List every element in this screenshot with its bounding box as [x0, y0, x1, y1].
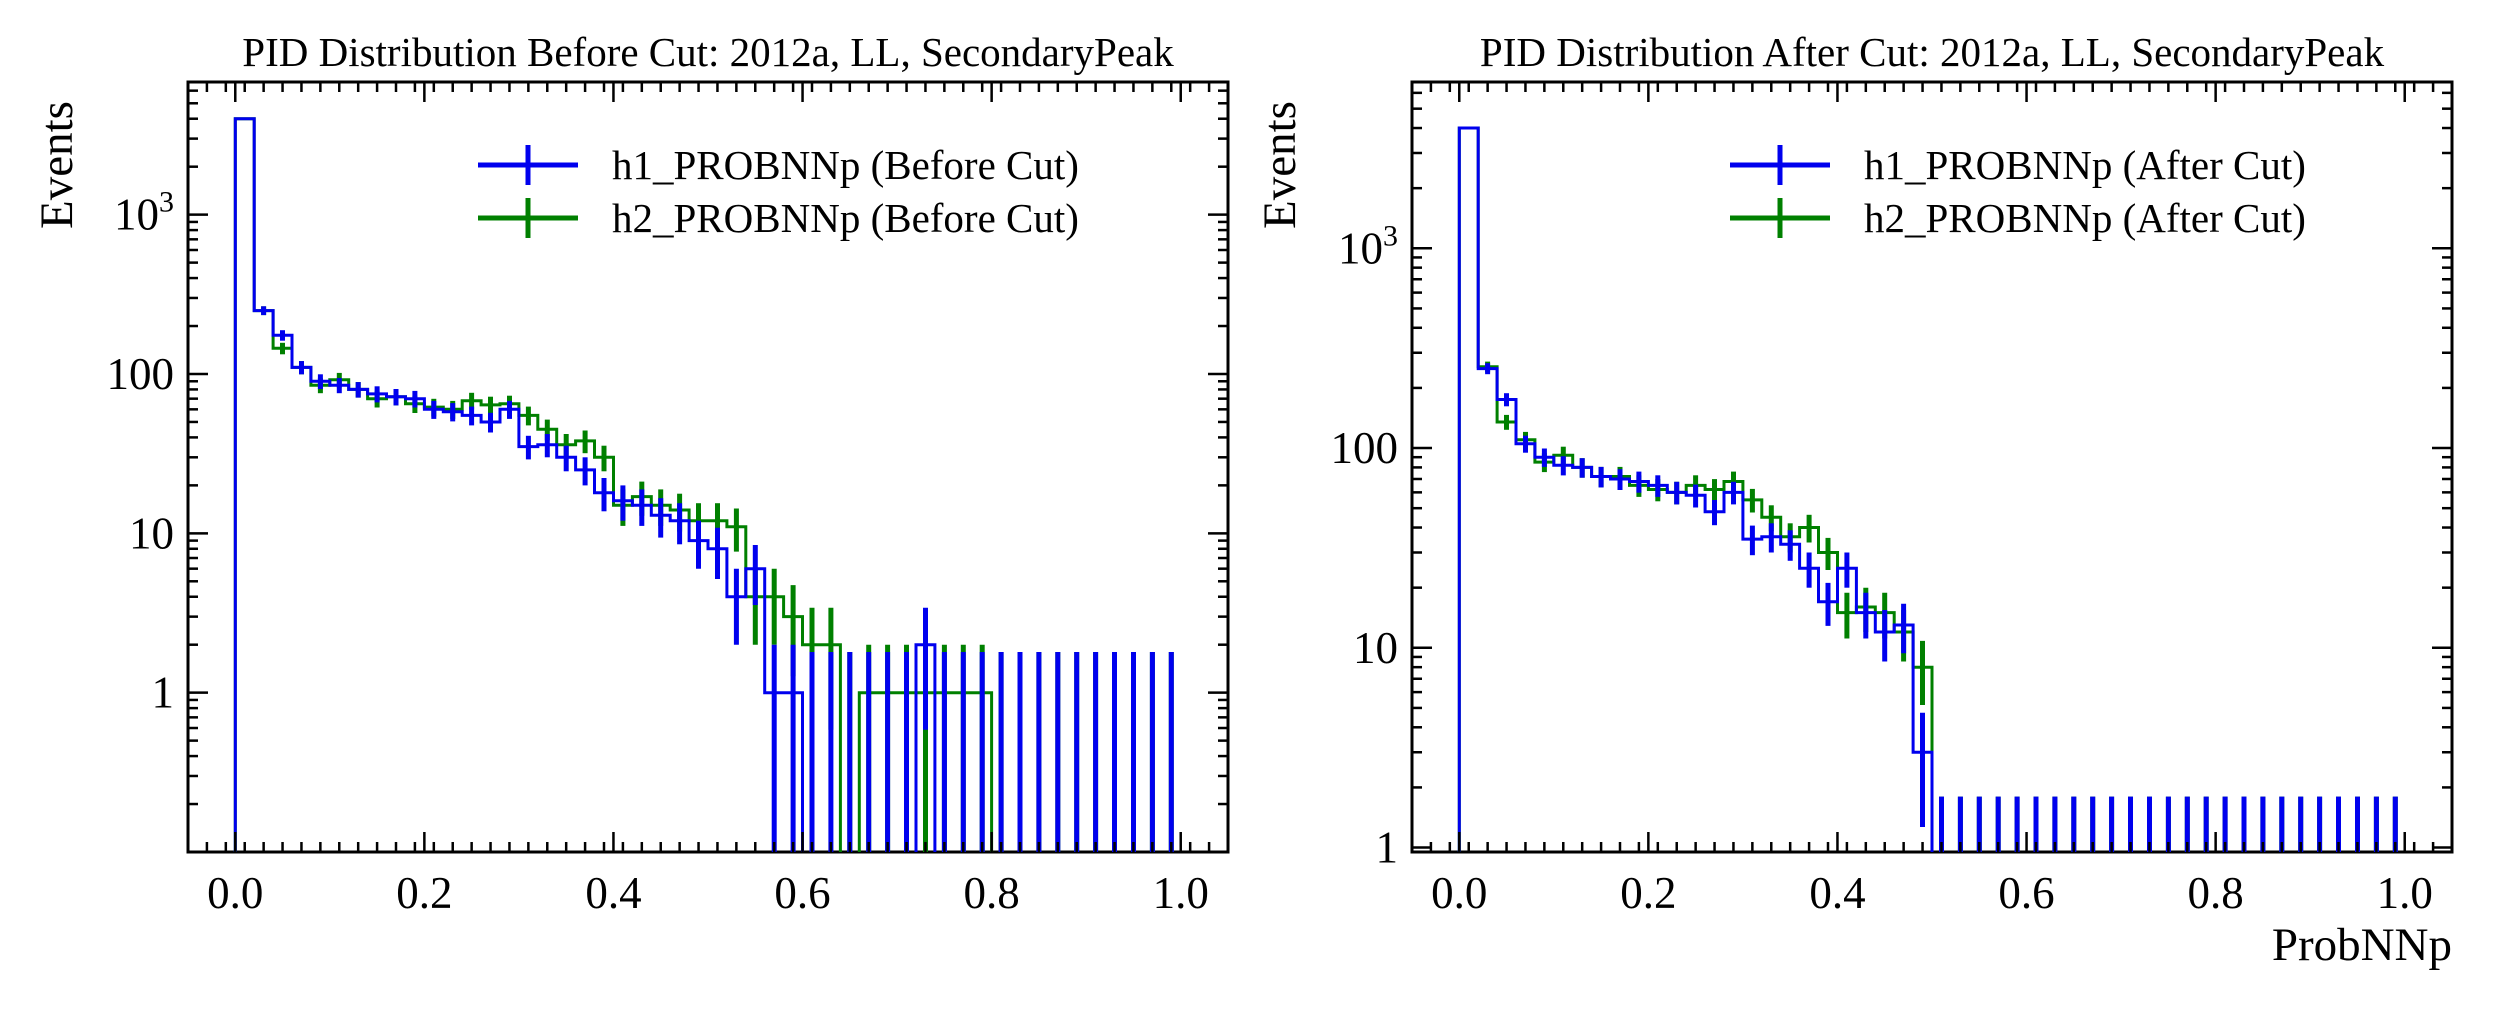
y-tick-label: 100: [107, 349, 175, 399]
x-tick-label: 0.2: [396, 868, 452, 918]
histogram-step: [233, 117, 937, 852]
x-tick-label: 0.6: [1998, 868, 2054, 918]
legend-label-h1: h1_PROBNNp (After Cut): [1864, 142, 2306, 188]
x-tick-label: 0.4: [585, 868, 641, 918]
y-axis-label: Events: [1254, 101, 1306, 229]
panel-before-cut: PID Distribution Before Cut: 2012a, LL, …: [31, 29, 1230, 918]
histogram-step: [1457, 126, 1934, 852]
y-tick-label: 1: [152, 668, 175, 718]
legend: h1_PROBNNp (After Cut) h2_PROBNNp (After…: [1730, 142, 2306, 241]
x-tick-label: 0.0: [207, 868, 263, 918]
axis-ticks: 0.0 0.2 0.4 0.6 0.8 1.0 1 10 100 103: [1331, 82, 2452, 918]
x-tick-label: 0.2: [1620, 868, 1676, 918]
y-tick-label: 1: [1376, 823, 1399, 873]
y-axis-label: Events: [31, 101, 83, 229]
legend-label-h2: h2_PROBNNp (After Cut): [1864, 195, 2306, 241]
legend-label-h2: h2_PROBNNp (Before Cut): [612, 195, 1079, 241]
x-tick-label: 0.8: [2188, 868, 2244, 918]
x-tick-label: 1.0: [2377, 868, 2433, 918]
chart-title: PID Distribution After Cut: 2012a, LL, S…: [1480, 29, 2385, 75]
x-tick-label: 0.6: [774, 868, 830, 918]
plot-frame: [186, 80, 1230, 854]
x-tick-label: 0.8: [964, 868, 1020, 918]
x-tick-label: 0.0: [1431, 868, 1487, 918]
y-tick-label: 10: [1353, 623, 1398, 673]
x-tick-label: 0.4: [1809, 868, 1865, 918]
panel-after-cut: PID Distribution After Cut: 2012a, LL, S…: [1254, 29, 2454, 971]
x-axis-label: ProbNNp: [2272, 919, 2452, 971]
y-tick-label: 10: [129, 508, 174, 558]
histogram-step: [1457, 126, 1934, 852]
chart-title: PID Distribution Before Cut: 2012a, LL, …: [242, 29, 1174, 75]
legend: h1_PROBNNp (Before Cut) h2_PROBNNp (Befo…: [478, 142, 1079, 241]
axis-ticks: 0.0 0.2 0.4 0.6 0.8 1.0 1 10 100 103: [107, 82, 1228, 918]
histogram-area: [1457, 126, 2398, 852]
x-tick-label: 1.0: [1153, 868, 1209, 918]
y-tick-label: 103: [114, 186, 174, 240]
legend-label-h1: h1_PROBNNp (Before Cut): [612, 142, 1079, 188]
y-tick-label: 103: [1338, 219, 1398, 273]
y-tick-label: 100: [1331, 423, 1399, 473]
